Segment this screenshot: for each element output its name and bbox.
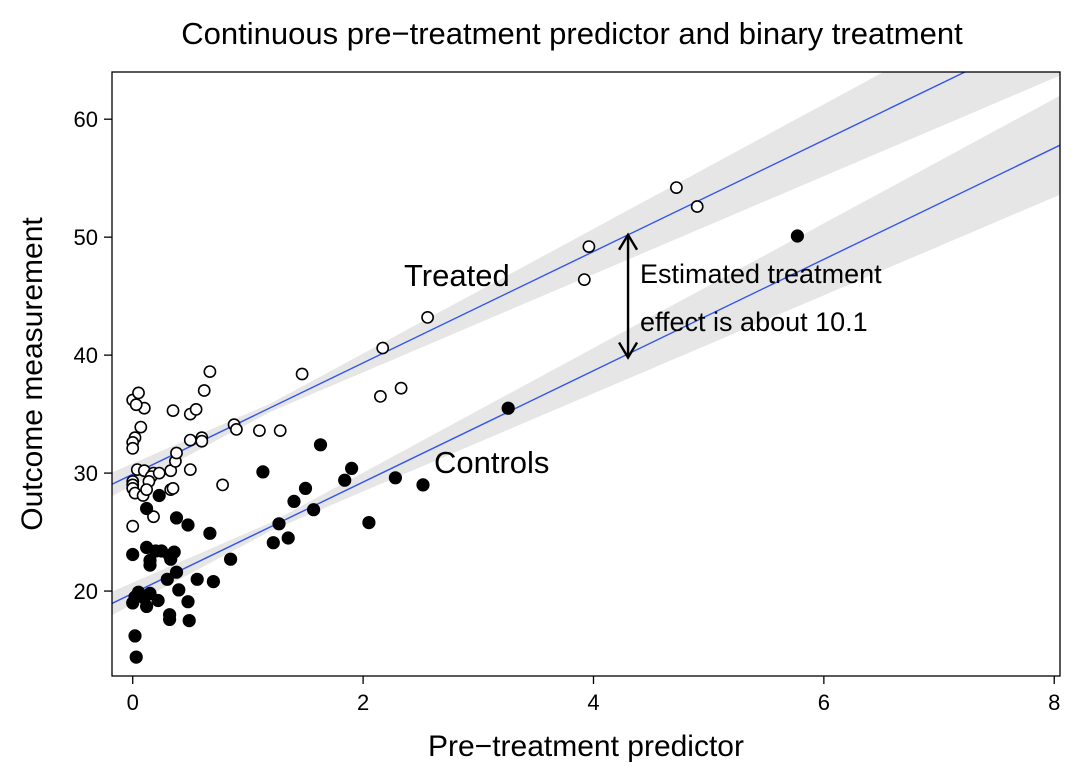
control-point [345,461,359,475]
treated-point [166,404,180,417]
fit-lines [112,72,1060,605]
controls-label: Controls [434,445,549,480]
control-point [362,516,376,530]
treated-point [126,519,140,533]
confidence-band-treated [112,72,1060,497]
x-axis-label: Pre−treatment predictor [428,730,744,763]
treated-point [421,310,434,324]
control-point [181,595,195,609]
control-point [182,614,196,628]
control-point [203,526,217,540]
fit-line-controls [112,144,1060,605]
confidence-bands [112,72,1060,616]
control-point [224,552,238,566]
control-point [160,572,174,586]
control-point [338,473,352,487]
y-axis: 20 30 40 50 60 [74,107,112,604]
treated-point [189,402,203,416]
x-tick-label: 8 [1048,690,1060,715]
control-point [298,481,313,495]
x-tick-label: 2 [357,690,369,715]
control-point [190,572,204,586]
control-point [140,501,154,516]
x-tick-label: 4 [587,690,599,715]
fit-line-treated [112,72,967,485]
treated-point [183,433,197,447]
control-point [163,612,177,627]
effect-arrow-head-bottom [618,341,639,360]
control-point [181,518,195,532]
control-point [416,478,430,492]
y-tick-label: 30 [74,461,98,486]
confidence-band-controls [112,95,1060,616]
treated-point [577,273,591,286]
annotations: Treated Controls Estimated treatment eff… [404,232,882,480]
effect-label-line2: effect is about 10.1 [640,307,868,337]
treated-point [134,420,148,434]
x-tick-label: 6 [818,690,830,715]
control-point [129,650,143,664]
treated-point [183,463,197,476]
control-point [388,471,402,485]
treated-point [690,200,704,213]
treated-point [252,424,266,437]
treated-point [166,481,180,495]
y-axis-label: Outcome measurement [16,217,49,531]
control-point [151,593,165,608]
treated-point [170,446,183,460]
control-point [307,503,321,517]
treated-point [295,367,309,381]
treated-point [373,389,387,403]
control-point [790,229,805,243]
control-point [152,488,166,503]
effect-arrow-head-top [618,232,639,251]
y-tick-label: 40 [74,343,98,368]
control-point [272,517,286,531]
control-point [169,511,184,525]
treated-point [129,398,143,412]
treated-point [582,240,596,253]
treated-point [394,381,408,395]
data-points [126,181,805,664]
y-tick-label: 50 [74,225,98,250]
treated-point [203,365,217,378]
treated-point [229,422,243,436]
x-tick-label: 0 [127,690,139,715]
treated-point [670,181,683,194]
treated-point [132,386,145,400]
control-point [313,438,328,452]
control-point [256,465,270,479]
control-point [501,401,515,415]
treated-point [126,441,140,455]
y-tick-label: 60 [74,107,98,132]
control-point [126,547,140,562]
treated-point [216,478,229,492]
y-tick-label: 20 [74,579,98,604]
treated-label: Treated [404,258,510,293]
effect-label-line1: Estimated treatment [640,259,882,289]
plot-frame [111,71,1061,677]
treated-point [376,341,390,355]
treated-point [273,424,287,437]
x-axis: 0 2 4 6 8 [127,676,1060,715]
control-point [169,565,184,579]
chart-title: Continuous pre−treatment predictor and b… [181,16,963,51]
treated-point [147,510,160,524]
treated-point [197,384,211,397]
control-point [287,494,301,508]
control-point [164,552,178,566]
control-point [281,531,295,545]
control-point [172,583,186,597]
treated-point [195,434,209,448]
treated-point [140,483,153,496]
treated-point [152,466,166,480]
control-point [128,629,142,643]
control-point [206,575,220,589]
control-point [266,536,280,550]
